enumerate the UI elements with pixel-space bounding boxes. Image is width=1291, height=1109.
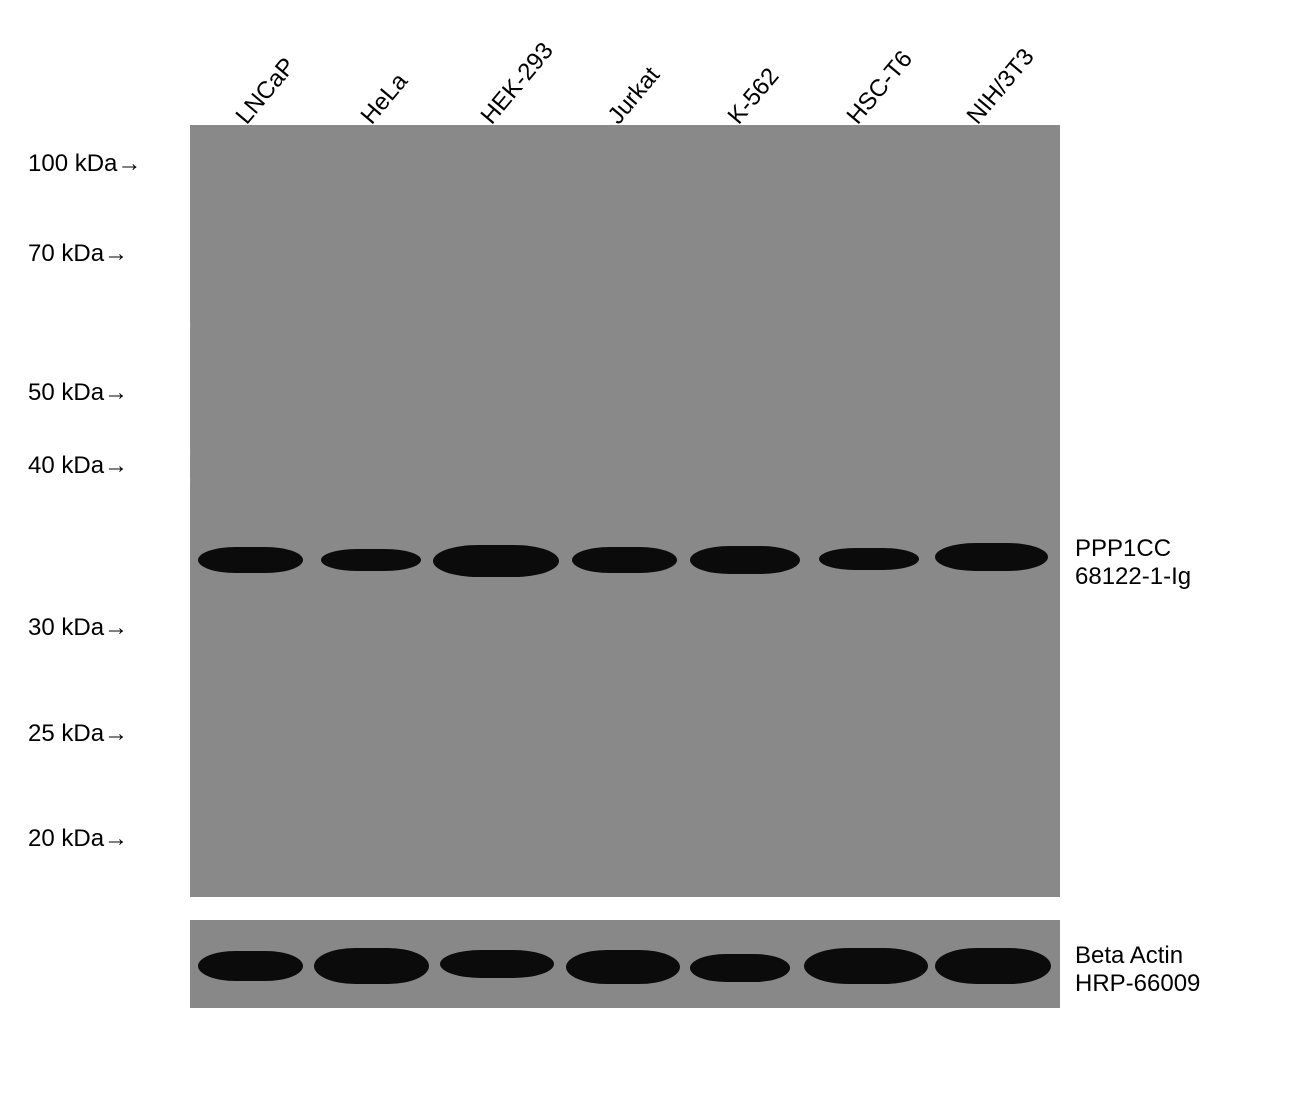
blot-band xyxy=(198,547,303,573)
lane-labels: LNCaP HeLa HEK-293 Jurkat K-562 HSC-T6 NIH/3T3 xyxy=(200,10,1070,130)
secondary-band-row xyxy=(190,948,1060,988)
main-annotation: PPP1CC 68122-1-Ig xyxy=(1075,535,1191,591)
mw-marker: 50 kDa→ xyxy=(28,379,128,407)
lane-label: NIH/3T3 xyxy=(962,44,1041,130)
watermark-text: WWW.PTGLAB.COM xyxy=(190,137,198,531)
blot-band xyxy=(935,948,1051,984)
lane-label: LNCaP xyxy=(231,53,302,130)
blot-band xyxy=(314,948,429,984)
blot-band xyxy=(572,547,677,573)
blot-band xyxy=(321,549,421,571)
blot-band xyxy=(935,543,1048,571)
mw-marker: 40 kDa→ xyxy=(28,452,128,480)
main-blot: WWW.PTGLAB.COM xyxy=(190,125,1060,897)
lane-label: HSC-T6 xyxy=(842,46,919,130)
secondary-annotation-line2: HRP-66009 xyxy=(1075,970,1200,998)
blot-band xyxy=(440,950,554,978)
mw-marker: 70 kDa→ xyxy=(28,240,128,268)
mw-marker: 100 kDa→ xyxy=(28,150,141,178)
blot-band xyxy=(433,545,559,577)
secondary-annotation: Beta Actin HRP-66009 xyxy=(1075,942,1200,998)
secondary-annotation-line1: Beta Actin xyxy=(1075,942,1200,970)
mw-marker: 25 kDa→ xyxy=(28,720,128,748)
blot-band xyxy=(690,954,790,982)
mw-marker: 30 kDa→ xyxy=(28,614,128,642)
lane-label: HEK-293 xyxy=(476,37,560,130)
lane-label: K-562 xyxy=(723,63,786,130)
blot-band xyxy=(198,951,303,981)
main-annotation-line1: PPP1CC xyxy=(1075,535,1191,563)
blot-band xyxy=(566,950,680,984)
lane-label: HeLa xyxy=(356,68,414,130)
blot-band xyxy=(690,546,800,574)
secondary-blot xyxy=(190,920,1060,1008)
figure-container: LNCaP HeLa HEK-293 Jurkat K-562 HSC-T6 NIH/3T3… xyxy=(0,0,1291,1109)
mw-marker: 20 kDa→ xyxy=(28,825,128,853)
lane-label: Jurkat xyxy=(603,62,666,130)
main-band-row xyxy=(190,543,1060,583)
main-annotation-line2: 68122-1-Ig xyxy=(1075,563,1191,591)
blot-band xyxy=(804,948,928,984)
blot-band xyxy=(819,548,919,570)
